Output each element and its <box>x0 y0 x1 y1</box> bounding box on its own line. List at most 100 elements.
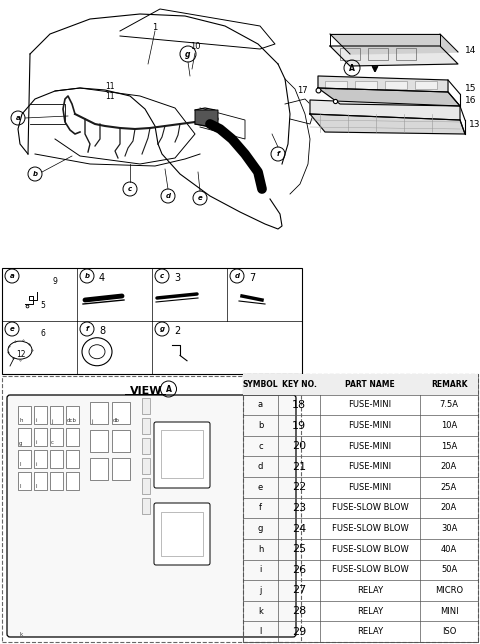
Text: k: k <box>258 607 263 616</box>
Text: dcb: dcb <box>67 419 77 424</box>
Bar <box>396 48 416 60</box>
Text: i: i <box>259 565 262 574</box>
Text: l: l <box>19 462 21 468</box>
Bar <box>66 406 79 424</box>
Bar <box>18 406 31 424</box>
Text: ISO: ISO <box>442 627 456 636</box>
Text: 21: 21 <box>292 462 306 472</box>
Text: g: g <box>258 524 263 533</box>
Text: c: c <box>258 442 263 451</box>
Text: e: e <box>10 326 14 332</box>
Text: 20: 20 <box>292 441 306 451</box>
Text: h: h <box>258 545 263 554</box>
Bar <box>50 428 63 446</box>
Bar <box>66 472 79 490</box>
Text: 23: 23 <box>292 503 306 513</box>
Text: 15A: 15A <box>441 442 457 451</box>
Bar <box>66 428 79 446</box>
Text: FUSE-SLOW BLOW: FUSE-SLOW BLOW <box>332 504 408 513</box>
Text: 11: 11 <box>105 92 115 101</box>
Text: FUSE-MINI: FUSE-MINI <box>348 401 392 410</box>
Text: b: b <box>258 421 263 430</box>
FancyBboxPatch shape <box>7 395 296 637</box>
Bar <box>161 512 203 556</box>
Text: 3: 3 <box>174 273 180 283</box>
Bar <box>368 48 388 60</box>
Text: j: j <box>259 586 262 595</box>
Text: FUSE-MINI: FUSE-MINI <box>348 442 392 451</box>
Bar <box>50 472 63 490</box>
Bar <box>90 430 108 452</box>
Text: REMARK: REMARK <box>431 380 467 389</box>
Text: c: c <box>51 440 54 446</box>
Text: d: d <box>235 273 240 279</box>
Text: 10: 10 <box>190 42 200 51</box>
Text: 25: 25 <box>292 544 306 554</box>
Bar <box>243 374 478 642</box>
Bar <box>142 458 150 474</box>
Text: 12: 12 <box>16 350 25 359</box>
Text: d: d <box>258 462 263 471</box>
Text: j: j <box>51 419 52 424</box>
Text: c: c <box>160 273 164 279</box>
Bar <box>142 438 150 454</box>
Bar <box>142 478 150 494</box>
Text: e: e <box>198 195 203 201</box>
Text: g: g <box>19 440 23 446</box>
Text: 29: 29 <box>292 627 306 637</box>
Polygon shape <box>318 76 448 92</box>
Polygon shape <box>330 34 458 54</box>
Text: l: l <box>19 484 21 489</box>
Text: FUSE-MINI: FUSE-MINI <box>348 421 392 430</box>
Text: 50A: 50A <box>441 565 457 574</box>
Text: c: c <box>128 186 132 192</box>
Text: 16: 16 <box>465 95 477 104</box>
Bar <box>355 81 377 89</box>
Text: A: A <box>166 384 171 393</box>
Text: 25A: 25A <box>441 483 457 492</box>
Text: FUSE-SLOW BLOW: FUSE-SLOW BLOW <box>332 565 408 574</box>
Text: a: a <box>10 273 14 279</box>
Bar <box>34 428 47 446</box>
Text: FUSE-SLOW BLOW: FUSE-SLOW BLOW <box>332 545 408 554</box>
Polygon shape <box>310 114 465 134</box>
Bar <box>2 268 302 374</box>
Text: MICRO: MICRO <box>435 586 463 595</box>
Bar <box>34 472 47 490</box>
Text: 27: 27 <box>292 585 306 596</box>
Text: b: b <box>33 171 37 177</box>
Bar <box>112 430 130 452</box>
Text: 9: 9 <box>52 277 57 286</box>
Text: 7.5A: 7.5A <box>440 401 458 410</box>
Bar <box>142 498 150 514</box>
Bar <box>90 402 108 424</box>
Text: PART NAME: PART NAME <box>345 380 395 389</box>
FancyBboxPatch shape <box>154 503 210 565</box>
Text: l: l <box>35 484 36 489</box>
Text: g: g <box>159 326 165 332</box>
Polygon shape <box>310 100 460 120</box>
Text: VIEW: VIEW <box>130 386 163 396</box>
Text: 24: 24 <box>292 524 306 534</box>
Text: 6: 6 <box>41 329 46 338</box>
Bar <box>385 81 407 89</box>
Text: 26: 26 <box>292 565 306 575</box>
Bar <box>325 81 347 89</box>
Bar <box>112 458 130 480</box>
Text: 2: 2 <box>174 326 180 336</box>
Text: i: i <box>35 462 36 468</box>
Text: 19: 19 <box>292 421 306 431</box>
Text: RELAY: RELAY <box>357 586 383 595</box>
Text: h: h <box>19 419 23 424</box>
Text: 20A: 20A <box>441 504 457 513</box>
Bar <box>161 430 203 478</box>
Bar <box>142 418 150 434</box>
Polygon shape <box>318 88 460 106</box>
Text: 40A: 40A <box>441 545 457 554</box>
Text: 20A: 20A <box>441 462 457 471</box>
Text: 7: 7 <box>249 273 255 283</box>
Bar <box>243 374 478 395</box>
Text: a: a <box>16 115 20 121</box>
Text: g: g <box>185 50 191 59</box>
Text: 28: 28 <box>292 606 306 616</box>
